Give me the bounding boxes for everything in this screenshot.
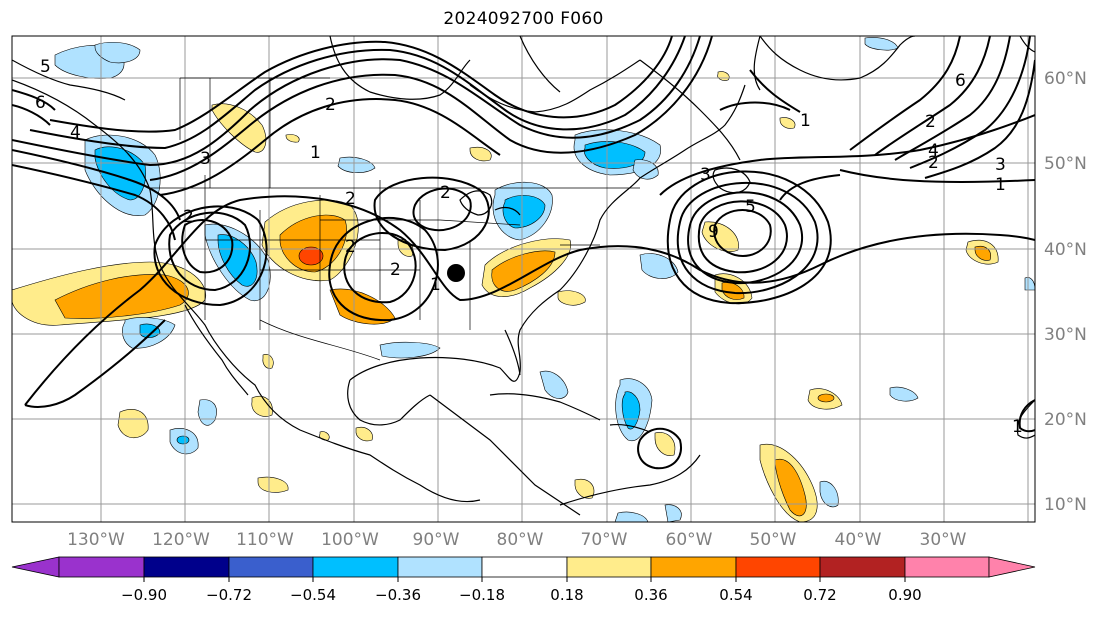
lon-label: 120°W — [152, 530, 210, 550]
contour-label: 2 — [183, 207, 194, 227]
graticule — [12, 36, 1035, 522]
contour-label: 2 — [325, 95, 336, 115]
contour-label: 4 — [928, 141, 939, 161]
lon-label: 30°W — [920, 530, 967, 550]
lat-label: 10°N — [1044, 495, 1087, 515]
contour-label: 6 — [955, 71, 966, 91]
colorbar-cell — [566, 556, 652, 578]
colorbar-cell — [397, 556, 483, 578]
colorbar — [11, 556, 1036, 578]
lon-label: 130°W — [67, 530, 125, 550]
shading-layer — [12, 37, 1035, 522]
contour-label: 5 — [40, 57, 51, 77]
contour-label: 5 — [745, 197, 756, 217]
colorbar-cell — [481, 556, 568, 578]
colorbar-tick-label: 0.54 — [719, 586, 752, 604]
contour-label: 9 — [708, 222, 719, 242]
contour-label: 2 — [928, 153, 939, 173]
lon-label: 80°W — [497, 530, 544, 550]
colorbar-cell — [819, 556, 906, 578]
lon-label: 50°W — [750, 530, 797, 550]
colorbar-tick-label: −0.90 — [121, 586, 167, 604]
contour-label: 1 — [1012, 417, 1023, 437]
contour-label: 1 — [430, 275, 441, 295]
colorbar-tick-label: 0.18 — [550, 586, 583, 604]
lon-label: 100°W — [321, 530, 379, 550]
colorbar-tick-label: −0.18 — [459, 586, 505, 604]
map-title: 2024092700 F060 — [443, 9, 604, 29]
station-dot-marker — [447, 264, 465, 282]
contour-label: 2 — [440, 183, 451, 203]
lat-label: 50°N — [1044, 154, 1087, 174]
colorbar-labels: −0.90 −0.72 −0.54 −0.36 −0.18 0.18 0.36 … — [121, 586, 922, 604]
contour-label: 2 — [925, 112, 936, 132]
colorbar-cell — [228, 556, 314, 578]
lat-label: 30°N — [1044, 325, 1087, 345]
contour-label: 6 — [35, 93, 46, 113]
colorbar-ticks — [143, 577, 906, 582]
colorbar-tick-label: −0.72 — [206, 586, 252, 604]
colorbar-tick-label: −0.54 — [290, 586, 336, 604]
colorbar-cell — [904, 556, 990, 578]
contour-label: 3 — [995, 155, 1006, 175]
contour-label: 1 — [310, 143, 321, 163]
contour-label: 2 — [390, 260, 401, 280]
colorbar-cell — [650, 556, 737, 578]
political-borders — [150, 77, 640, 361]
lon-label: 70°W — [581, 530, 628, 550]
longitude-labels: 130°W 120°W 110°W 100°W 90°W 80°W 70°W 6… — [67, 530, 967, 550]
colorbar-cell — [58, 556, 145, 578]
colorbar-cell — [735, 556, 821, 578]
lon-label: 90°W — [413, 530, 460, 550]
map-frame — [11, 35, 1036, 523]
contour-label: 3 — [200, 149, 211, 169]
lat-label: 60°N — [1044, 69, 1087, 89]
contour-label-group: 5 6 4 3 2 1 2 2 2 1 2 2 6 1 2 3 4 5 2 1 … — [35, 57, 1023, 437]
lat-label: 20°N — [1044, 410, 1087, 430]
contour-label: 1 — [995, 175, 1006, 195]
colorbar-cell — [988, 556, 1036, 578]
colorbar-cell — [143, 556, 230, 578]
contour-lines — [12, 36, 1035, 470]
colorbar-tick-label: 0.36 — [634, 586, 667, 604]
colorbar-tick-label: 0.90 — [888, 586, 921, 604]
contour-label: 4 — [70, 123, 81, 143]
contour-label: 3 — [700, 165, 711, 185]
colorbar-cell — [312, 556, 399, 578]
lon-label: 60°W — [666, 530, 713, 550]
colorbar-cell — [11, 556, 60, 578]
contour-label: 2 — [345, 189, 356, 209]
lon-label: 110°W — [236, 530, 294, 550]
latitude-labels: 60°N 50°N 40°N 30°N 20°N 10°N — [1044, 69, 1087, 515]
lat-label: 40°N — [1044, 240, 1087, 260]
colorbar-tick-label: −0.36 — [375, 586, 421, 604]
contour-label: 2 — [345, 237, 356, 257]
lon-label: 40°W — [835, 530, 882, 550]
contour-label: 1 — [800, 111, 811, 131]
colorbar-tick-label: 0.72 — [803, 586, 836, 604]
